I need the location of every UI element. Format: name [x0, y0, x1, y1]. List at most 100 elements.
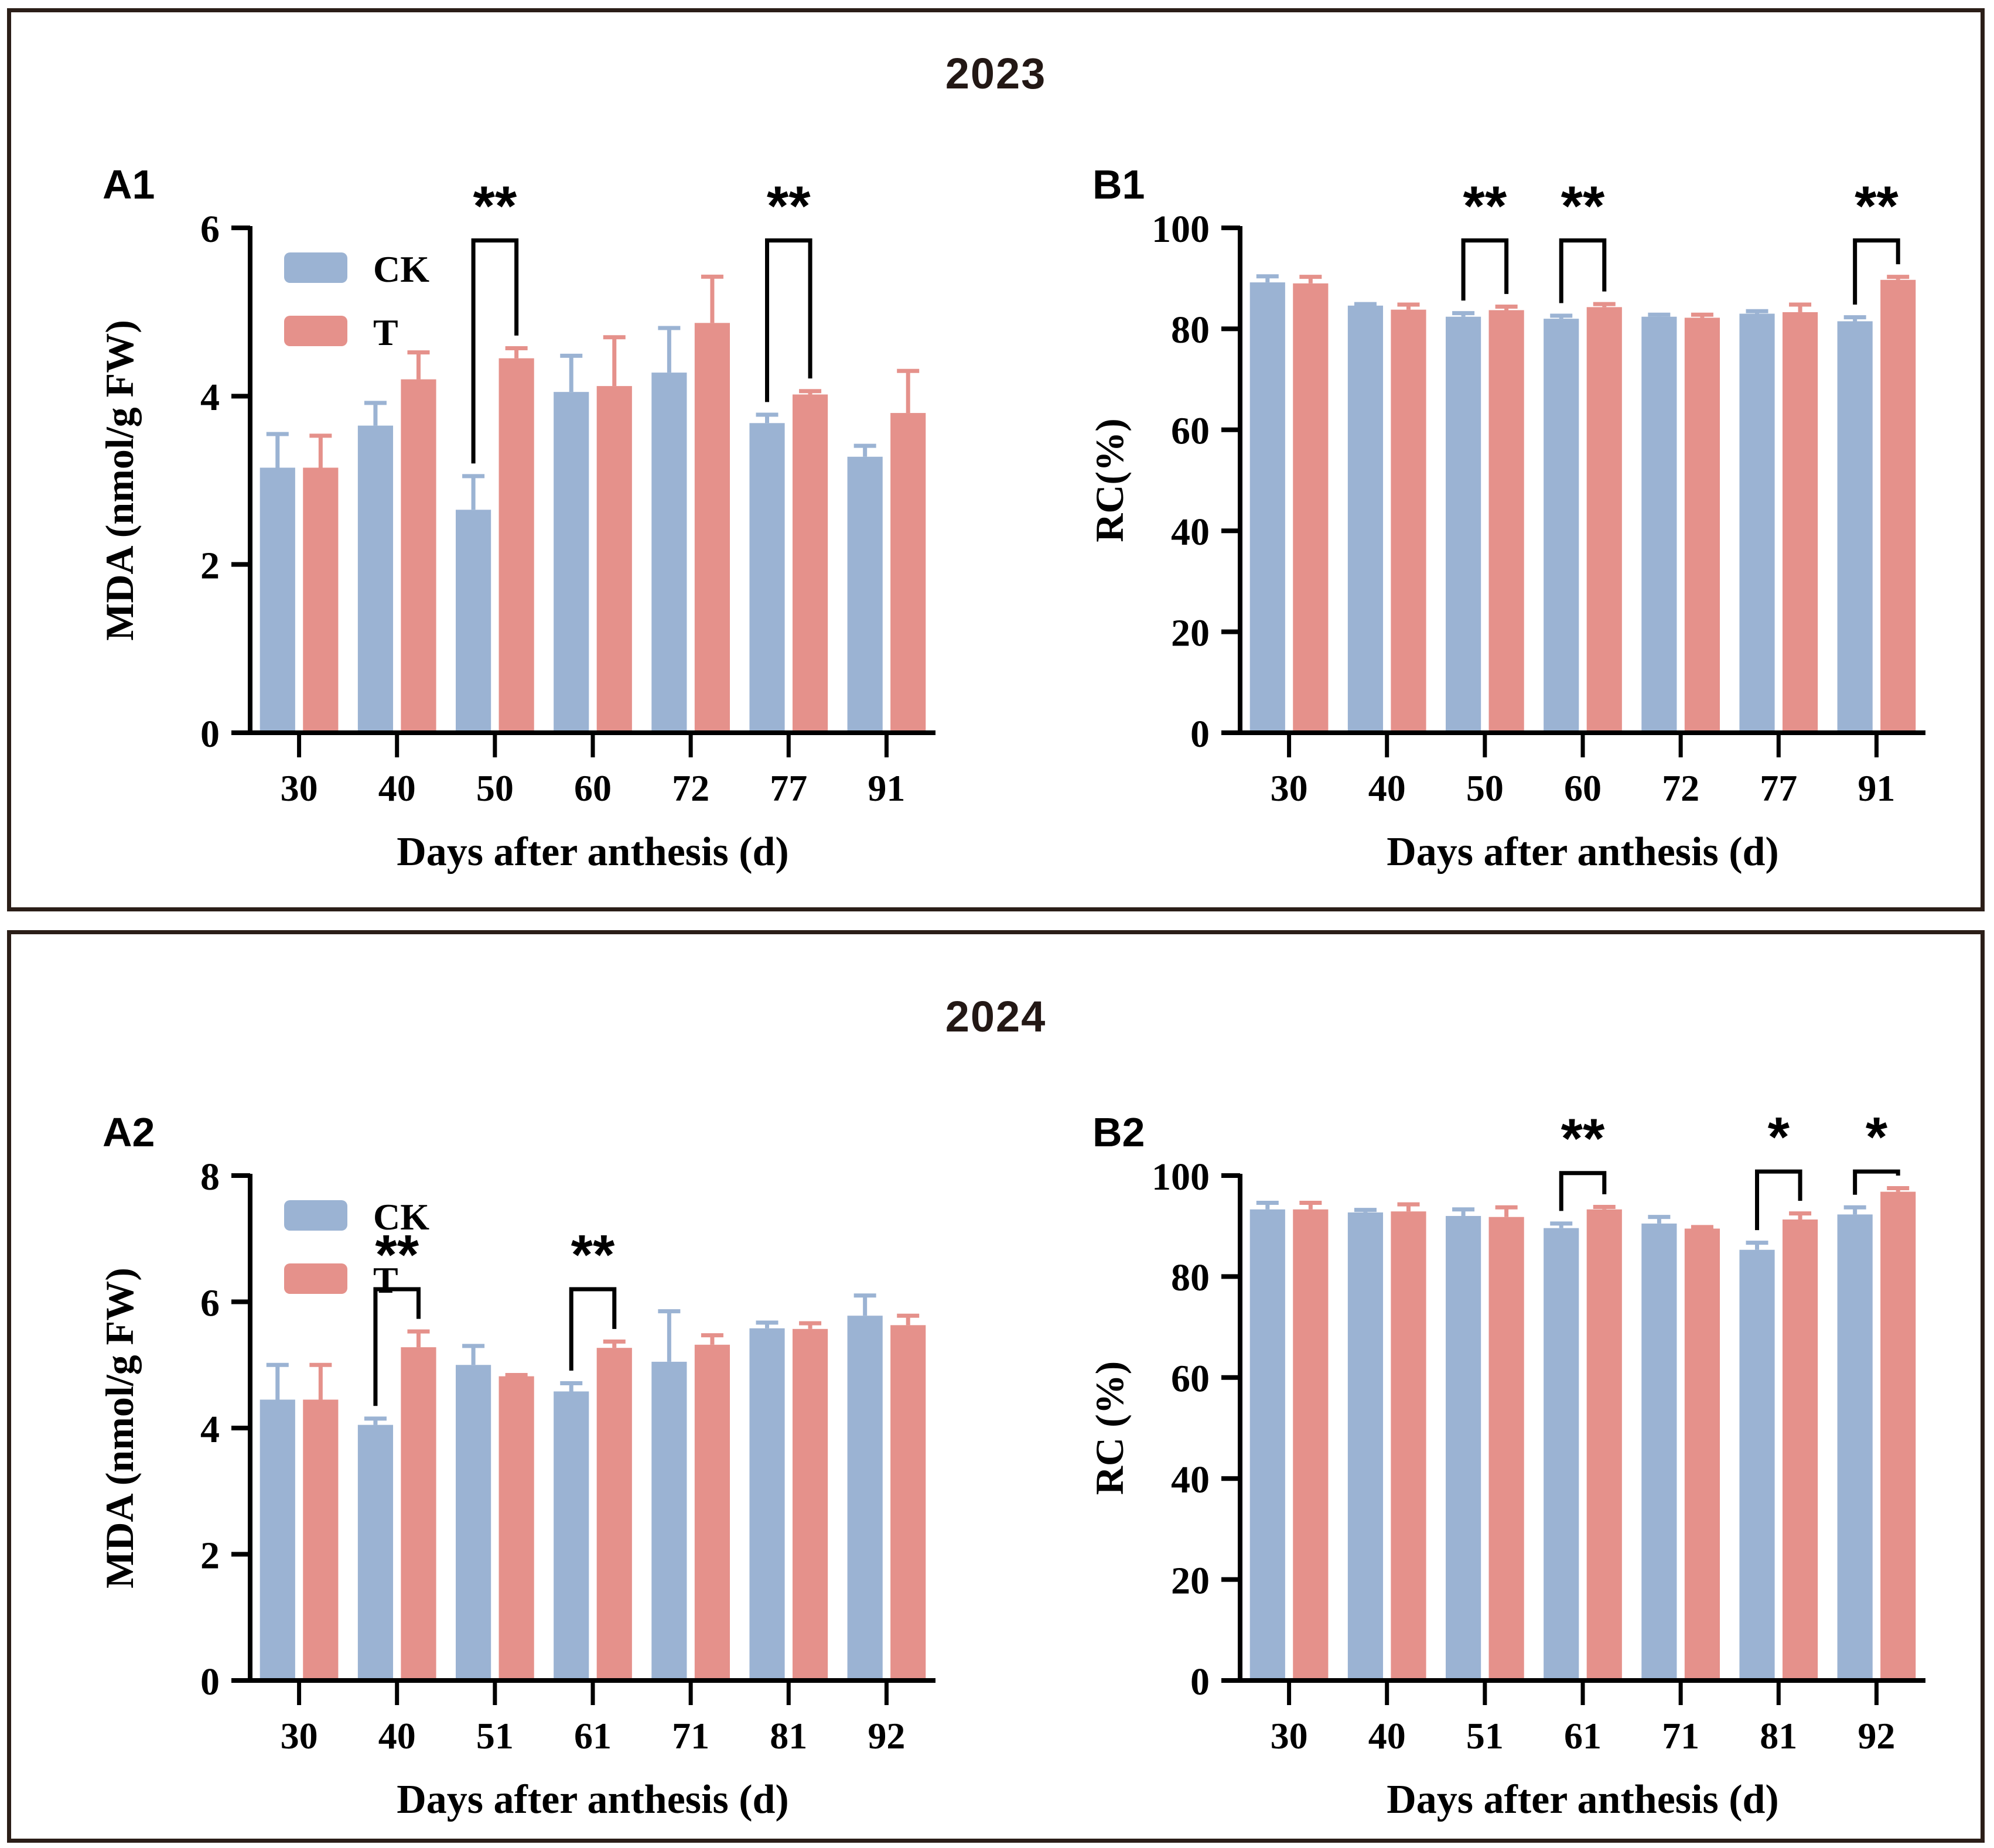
y-tick-label: 80 — [1171, 1256, 1210, 1299]
bar-ck-81 — [1739, 1249, 1775, 1678]
bar-t-30 — [303, 1399, 339, 1678]
x-tick-label: 81 — [770, 1715, 807, 1757]
x-tick-label: 60 — [1564, 767, 1602, 809]
y-axis-title: MDA (nmol/g FW) — [97, 1268, 142, 1589]
legend-swatch-t — [284, 316, 347, 346]
bar-t-30 — [1293, 1209, 1329, 1678]
panel-2024: 2024 A2 0 2 4 6 8 MDA (nmol/g FW) Days after an… — [7, 930, 1985, 1843]
year-title-2024: 2024 — [945, 992, 1047, 1041]
x-tick-label: 50 — [1466, 767, 1504, 809]
significance-bracket-77 — [765, 238, 812, 402]
significance-label-61: ** — [571, 1224, 615, 1286]
bar-ck-40 — [1347, 1212, 1384, 1678]
bar-ck-92 — [847, 1316, 883, 1678]
bar-t-77 — [792, 394, 828, 730]
bar-t-30 — [303, 467, 339, 730]
legend-label-ck: CK — [373, 248, 429, 290]
bar-ck-40 — [1347, 305, 1384, 730]
x-tick-label: 71 — [672, 1715, 709, 1757]
y-tick-label: 0 — [200, 1661, 220, 1703]
x-tick-label: 60 — [574, 767, 612, 809]
bar-ck-71 — [651, 1361, 687, 1678]
legend-swatch-t — [284, 1263, 347, 1294]
y-axis-title: MDA (nmol/g FW) — [97, 320, 142, 641]
x-tick-label: 30 — [1271, 767, 1308, 809]
bar-ck-40 — [357, 425, 394, 730]
bar-ck-51 — [456, 1365, 491, 1678]
y-tick-label: 4 — [200, 1408, 220, 1451]
y-tick-label: 20 — [1171, 1559, 1210, 1602]
significance-bracket-40 — [373, 1287, 421, 1406]
bar-ck-71 — [1641, 1223, 1677, 1678]
x-tick-label: 30 — [281, 1715, 318, 1757]
bar-ck-30 — [1249, 1209, 1285, 1678]
bar-t-51 — [498, 1376, 534, 1678]
bar-ck-72 — [1641, 316, 1677, 730]
y-axis-title: RC (%) — [1087, 1361, 1132, 1495]
bar-ck-81 — [749, 1328, 785, 1678]
significance-label-77: ** — [767, 175, 811, 238]
significance-label-92: * — [1866, 1106, 1888, 1169]
y-tick-label: 40 — [1171, 511, 1210, 554]
x-tick-label: 40 — [378, 767, 416, 809]
panel-label-B2: B2 — [1092, 1109, 1145, 1155]
bar-ck-91 — [1837, 321, 1873, 730]
y-tick-label: 0 — [1190, 1661, 1210, 1703]
bar-t-71 — [694, 1344, 730, 1678]
y-tick-label: 60 — [1171, 1358, 1210, 1400]
significance-bracket-50 — [1461, 238, 1509, 301]
significance-bracket-91 — [1853, 238, 1900, 305]
y-tick-label: 80 — [1171, 309, 1210, 351]
significance-bracket-60 — [1559, 238, 1607, 303]
x-tick-label: 71 — [1662, 1715, 1699, 1757]
bar-t-81 — [792, 1328, 828, 1678]
significance-bracket-81 — [1755, 1169, 1802, 1231]
y-tick-label: 2 — [200, 1534, 220, 1577]
bar-t-72 — [1684, 317, 1720, 730]
x-tick-label: 30 — [1271, 1715, 1308, 1757]
significance-label-50: ** — [1463, 175, 1507, 238]
bar-t-77 — [1782, 312, 1818, 730]
bar-ck-40 — [357, 1425, 394, 1678]
y-tick-label: 20 — [1171, 612, 1210, 654]
significance-bracket-61 — [569, 1287, 617, 1371]
y-tick-label: 2 — [200, 544, 220, 587]
significance-label-60: ** — [1561, 175, 1605, 238]
bar-ck-92 — [1837, 1214, 1873, 1678]
y-tick-label: 6 — [200, 208, 220, 251]
bar-t-91 — [890, 413, 926, 730]
x-tick-label: 72 — [672, 767, 709, 809]
bar-t-50 — [1488, 310, 1524, 730]
bar-t-60 — [1586, 307, 1622, 730]
bar-ck-77 — [749, 423, 785, 730]
bar-chart-A1: A1 0 2 4 6 MDA (nmol/g FW) Days after anthesis… — [97, 162, 935, 875]
bar-t-40 — [401, 379, 436, 730]
bar-t-92 — [1880, 1191, 1916, 1678]
chart-a2: A2 0 2 4 6 8 MDA (nmol/g FW) Days after anthesi… — [74, 1088, 953, 1837]
bar-t-51 — [1488, 1217, 1524, 1678]
y-tick-label: 100 — [1152, 1156, 1210, 1198]
y-tick-label: 6 — [200, 1282, 220, 1324]
x-tick-label: 81 — [1760, 1715, 1797, 1757]
bar-t-60 — [596, 386, 632, 730]
x-axis-title: Days after anthesis (d) — [397, 1777, 789, 1822]
bar-ck-30 — [260, 1399, 295, 1678]
y-tick-label: 40 — [1171, 1458, 1210, 1501]
bar-ck-91 — [847, 456, 883, 730]
y-tick-label: 0 — [1190, 713, 1210, 756]
bar-t-40 — [1391, 1211, 1426, 1678]
y-tick-label: 0 — [200, 713, 220, 756]
x-tick-label: 61 — [574, 1715, 612, 1757]
legend-label-t: T — [373, 312, 398, 353]
x-tick-label: 92 — [868, 1715, 905, 1757]
panel-2023: 2023 A1 0 2 4 6 MDA (nmol/g FW) Days after ant… — [7, 8, 1985, 911]
y-tick-label: 4 — [200, 376, 220, 419]
bar-t-50 — [498, 358, 534, 730]
significance-label-91: ** — [1855, 175, 1899, 238]
y-axis-title: RC(%) — [1087, 418, 1132, 542]
bar-t-81 — [1782, 1219, 1818, 1678]
bar-ck-51 — [1446, 1215, 1481, 1678]
bar-ck-72 — [651, 373, 687, 730]
x-axis-title: Days after anthesis (d) — [397, 829, 789, 875]
